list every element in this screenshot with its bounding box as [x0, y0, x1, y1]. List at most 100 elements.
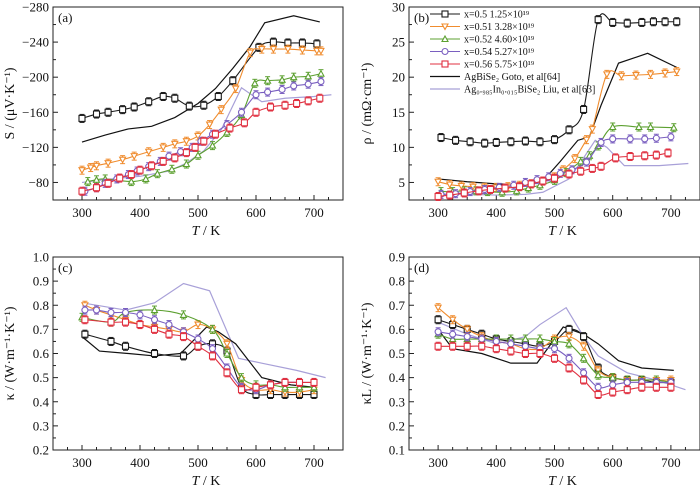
- data-point: [194, 132, 202, 141]
- data-point: [237, 386, 246, 394]
- data-point: [237, 373, 246, 381]
- data-point: [92, 184, 101, 192]
- data-point: [649, 18, 657, 26]
- panel-b-resistivity: 300 400 500 600 700 T / K 5 10 15 20 25 30 ρ / (mΩ·c…: [360, 0, 700, 239]
- data-point: [107, 308, 115, 317]
- data-point: [448, 334, 457, 343]
- x-tick-label: 300: [428, 205, 448, 220]
- data-point: [594, 367, 603, 375]
- data-point: [78, 114, 86, 122]
- data-point: [661, 18, 669, 26]
- data-point: [641, 152, 649, 160]
- data-point: [609, 388, 617, 396]
- data-point: [516, 183, 524, 191]
- data-point: [252, 108, 260, 116]
- data-point: [107, 318, 115, 326]
- legend-marker: [441, 34, 449, 43]
- data-point: [594, 390, 602, 399]
- data-point: [153, 169, 162, 177]
- data-point: [81, 330, 89, 338]
- data-point: [565, 354, 573, 362]
- data-point: [278, 75, 287, 83]
- data-point: [182, 138, 191, 146]
- data-point: [269, 46, 278, 54]
- data-point: [579, 343, 588, 351]
- data-point: [182, 159, 191, 168]
- data-point: [92, 110, 101, 118]
- data-point: [608, 122, 617, 131]
- x-tick-label: 300: [72, 205, 92, 220]
- data-point: [205, 121, 214, 129]
- y-tick-label: −240: [22, 35, 49, 50]
- data-point: [536, 138, 544, 146]
- x-tick-label: 600: [603, 455, 623, 470]
- data-point: [316, 94, 324, 102]
- data-point: [121, 342, 130, 350]
- data-point: [580, 333, 588, 341]
- legend-item-goto: AgBiSe₂ Goto, et al[64]: [430, 72, 560, 83]
- x-tick-label: 600: [603, 205, 623, 220]
- data-point: [310, 378, 318, 387]
- data-point: [492, 345, 500, 353]
- data-point: [452, 136, 460, 144]
- data-point: [550, 337, 559, 345]
- data-point: [313, 40, 321, 48]
- data-point: [463, 326, 472, 334]
- x-tick-label: 500: [545, 205, 565, 220]
- data-point: [570, 155, 579, 163]
- data-point: [150, 325, 159, 333]
- series-liu: [81, 86, 332, 184]
- data-point: [81, 316, 89, 324]
- data-point: [449, 330, 457, 338]
- y-tick-label: 0.1: [389, 443, 405, 458]
- data-point: [159, 144, 168, 152]
- legend-label: x=0.56 5.75×10¹⁹: [464, 60, 535, 71]
- data-point: [434, 192, 442, 201]
- panel-label: (a): [58, 10, 72, 25]
- x-tick-label: 400: [487, 455, 507, 470]
- data-point: [150, 349, 159, 358]
- data-point: [295, 383, 304, 391]
- y-axis-title: ρ / (mΩ·cm⁻¹): [360, 62, 375, 144]
- data-point: [664, 149, 672, 157]
- y-tick-label: 0.4: [389, 370, 406, 385]
- x-tick-label: 700: [661, 205, 681, 220]
- data-point: [119, 106, 127, 114]
- data-point: [565, 325, 573, 333]
- data-point: [448, 316, 457, 324]
- data-point: [179, 310, 188, 318]
- y-tick-label: 0.3: [33, 418, 49, 433]
- data-point: [298, 39, 306, 47]
- data-point: [672, 68, 681, 76]
- series-goto: [438, 52, 677, 186]
- data-point: [281, 101, 289, 109]
- y-axis-title: κ / (W·m⁻¹·K⁻¹): [3, 306, 18, 400]
- data-point: [185, 102, 193, 110]
- data-point: [550, 354, 559, 362]
- series-goto: [437, 326, 674, 371]
- data-point: [144, 148, 153, 156]
- data-point: [223, 369, 231, 377]
- y-tick-label: 1.0: [33, 250, 49, 265]
- data-point: [478, 342, 486, 350]
- legend-label: x=0.54 5.27×10¹⁹: [464, 47, 535, 58]
- data-point: [446, 191, 454, 199]
- data-point: [478, 335, 486, 343]
- x-tick-label: 400: [130, 455, 150, 470]
- data-point: [623, 378, 631, 387]
- y-tick-label: 15: [392, 105, 405, 120]
- data-point: [652, 383, 660, 391]
- data-point: [577, 167, 585, 175]
- y-axis: 0.1 0.2 0.3 0.4 0.5 0.6 0.7 0.8 0.9: [389, 250, 414, 458]
- y-tick-label: 0.2: [389, 418, 405, 433]
- y-tick-label: −120: [22, 140, 49, 155]
- x-axis-title: T / K: [192, 474, 221, 486]
- data-point: [80, 302, 89, 310]
- data-point: [240, 119, 248, 127]
- data-point: [612, 154, 620, 162]
- y-axis-title: S / (μV·K⁻¹): [3, 67, 18, 139]
- legend-marker: [441, 60, 449, 68]
- data-point: [669, 123, 678, 131]
- data-point: [208, 352, 217, 360]
